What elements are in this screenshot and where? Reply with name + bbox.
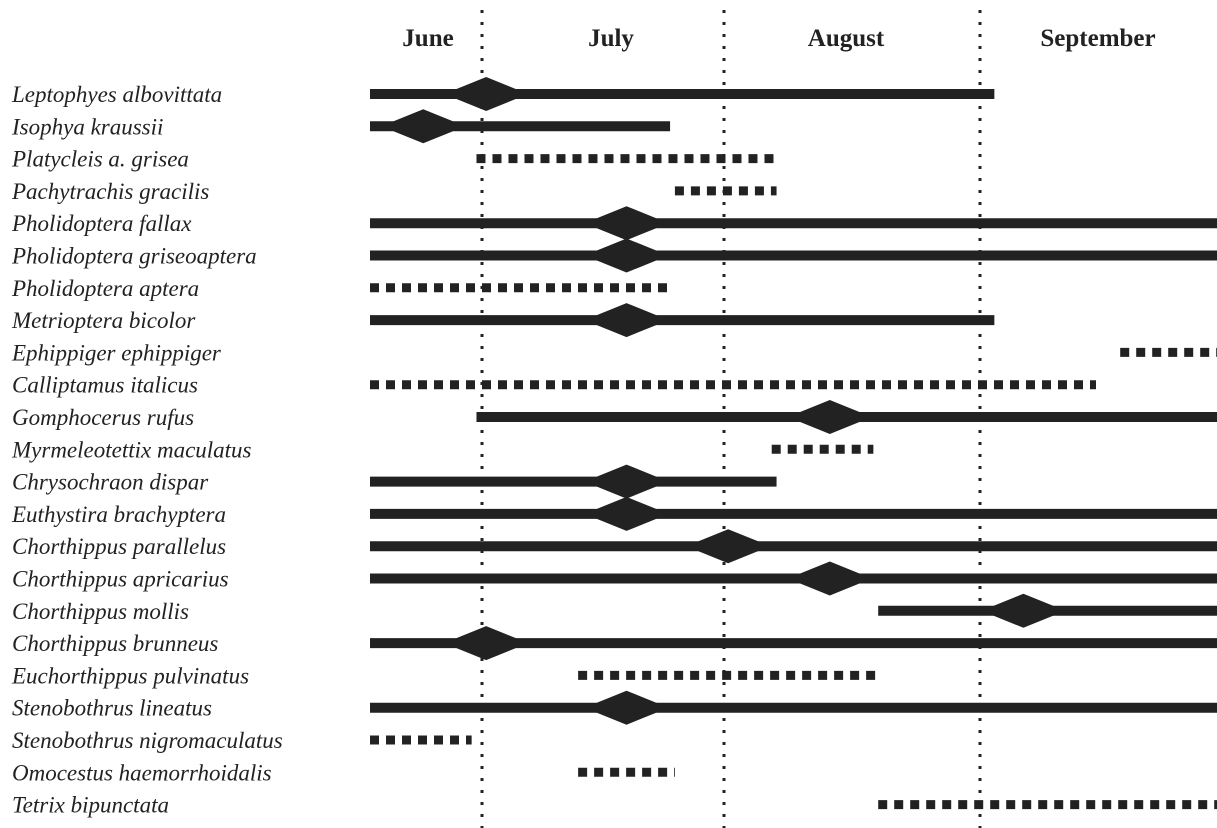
- peak-marker: [981, 593, 1066, 628]
- species-label: Omocestus haemorrhoidalis: [12, 760, 272, 785]
- species-label: Chorthippus parallelus: [12, 534, 226, 559]
- peak-marker: [584, 464, 669, 499]
- month-label-september: September: [1040, 25, 1155, 52]
- species-row: Tetrix bipunctata: [12, 793, 1217, 818]
- peak-marker: [381, 109, 466, 144]
- peak-marker: [787, 561, 872, 596]
- species-row: Ephippiger ephippiger: [11, 340, 1217, 365]
- species-row: Chorthippus brunneus: [12, 626, 1217, 661]
- species-row: Myrmeleotettix maculatus: [11, 437, 874, 462]
- species-label: Isophya kraussii: [11, 114, 163, 139]
- species-row: Pachytrachis gracilis: [11, 179, 777, 204]
- species-label: Pholidoptera aptera: [11, 276, 199, 301]
- species-label: Leptophyes albovittata: [11, 82, 222, 107]
- peak-marker: [686, 529, 771, 564]
- peak-marker: [584, 206, 669, 241]
- month-label-august: August: [808, 25, 885, 52]
- species-row: Chorthippus apricarius: [12, 561, 1217, 596]
- species-label: Platycleis a. grisea: [11, 147, 189, 172]
- species-row: Chorthippus parallelus: [12, 529, 1217, 564]
- species-label: Euchorthippus pulvinatus: [11, 663, 249, 688]
- peak-marker: [584, 238, 669, 273]
- species-label: Tetrix bipunctata: [12, 793, 169, 818]
- species-row: Omocestus haemorrhoidalis: [12, 760, 675, 785]
- species-label: Pholidoptera fallax: [11, 211, 192, 236]
- species-label: Chrysochraon dispar: [12, 470, 209, 495]
- peak-marker: [584, 690, 669, 725]
- species-label: Chorthippus brunneus: [12, 631, 218, 656]
- species-label: Pachytrachis gracilis: [11, 179, 209, 204]
- species-label: Calliptamus italicus: [12, 373, 198, 398]
- species-label: Stenobothrus nigromaculatus: [12, 728, 283, 753]
- month-labels: June July August September: [402, 25, 1155, 52]
- species-row: Pholidoptera griseoaptera: [11, 238, 1217, 273]
- peak-marker: [444, 77, 529, 111]
- species-row: Calliptamus italicus: [12, 373, 1096, 398]
- species-row: Isophya kraussii: [11, 109, 671, 144]
- species-row: Stenobothrus lineatus: [12, 690, 1217, 725]
- species-row: Gomphocerus rufus: [12, 400, 1217, 434]
- species-row: Euchorthippus pulvinatus: [11, 663, 879, 688]
- species-label: Chorthippus mollis: [12, 599, 189, 624]
- month-label-july: July: [588, 25, 634, 52]
- species-row: Stenobothrus nigromaculatus: [12, 728, 472, 753]
- species-label: Euthystira brachyptera: [11, 502, 226, 527]
- species-label: Chorthippus apricarius: [12, 567, 229, 592]
- peak-marker: [584, 303, 669, 338]
- species-label: Stenobothrus lineatus: [12, 696, 212, 721]
- species-row: Leptophyes albovittata: [11, 77, 995, 111]
- peak-marker: [584, 496, 669, 531]
- species-rows: Leptophyes albovittata Isophya kraussii Pl…: [11, 77, 1217, 818]
- peak-marker: [787, 400, 872, 434]
- month-label-june: June: [402, 25, 453, 52]
- species-label: Pholidoptera griseoaptera: [11, 244, 257, 269]
- species-row: Pholidoptera aptera: [11, 276, 671, 301]
- species-row: Chorthippus mollis: [12, 593, 1217, 628]
- species-row: Pholidoptera fallax: [11, 206, 1217, 241]
- species-label: Myrmeleotettix maculatus: [11, 437, 252, 462]
- peak-marker: [444, 626, 529, 661]
- species-label: Gomphocerus rufus: [12, 405, 194, 430]
- species-row: Metrioptera bicolor: [11, 303, 995, 338]
- species-row: Chrysochraon dispar: [12, 464, 777, 499]
- species-label: Metrioptera bicolor: [11, 308, 196, 333]
- species-label: Ephippiger ephippiger: [11, 340, 222, 365]
- species-row: Platycleis a. grisea: [11, 147, 777, 172]
- species-row: Euthystira brachyptera: [11, 496, 1217, 531]
